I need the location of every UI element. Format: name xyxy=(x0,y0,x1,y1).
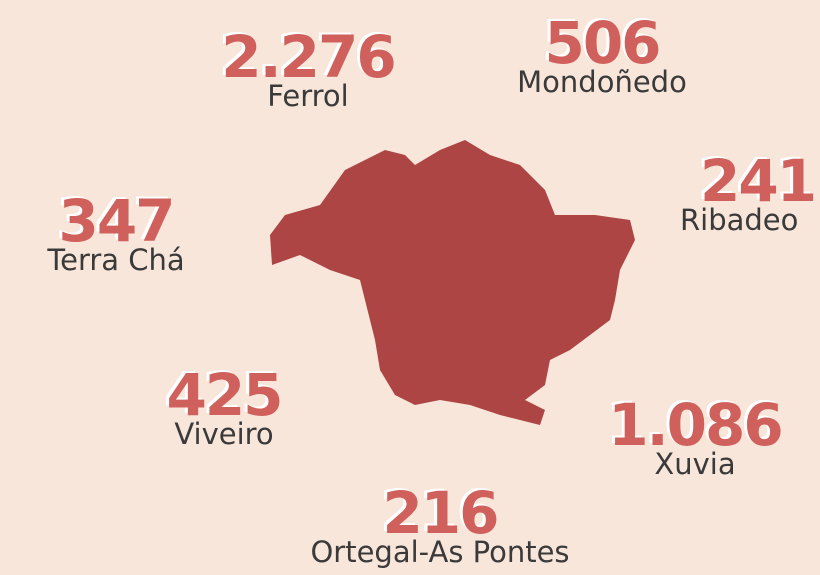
region-value: 506 xyxy=(544,9,661,77)
region-name: Ribadeo xyxy=(680,203,799,237)
region-value: 1.086 xyxy=(608,391,783,459)
region-name: Ferrol xyxy=(267,79,349,113)
region-label: 2.276 Ferrol xyxy=(221,23,396,113)
region-name: Terra Chá xyxy=(47,243,185,277)
region-label: 506 Mondoñedo xyxy=(517,14,687,97)
region-value: 425 xyxy=(166,361,283,429)
region-label: 347 Terra Chá xyxy=(47,192,184,275)
region-value: 216 xyxy=(382,479,499,547)
region-label: 241 Ribadeo xyxy=(680,147,817,235)
region-name: Xuvia xyxy=(654,447,736,481)
region-value: 347 xyxy=(58,187,175,255)
region-value: 2.276 xyxy=(221,23,396,91)
region-shape xyxy=(270,140,635,425)
region-label: 1.086 Xuvia xyxy=(608,391,783,481)
region-name: Mondoñedo xyxy=(517,65,687,99)
region-name: Ortegal-As Pontes xyxy=(310,535,570,569)
region-label: 216 Ortegal-As Pontes xyxy=(310,484,569,567)
region-label: 425 Viveiro xyxy=(166,361,283,451)
region-name: Viveiro xyxy=(174,417,274,451)
region-value: 241 xyxy=(700,147,817,215)
